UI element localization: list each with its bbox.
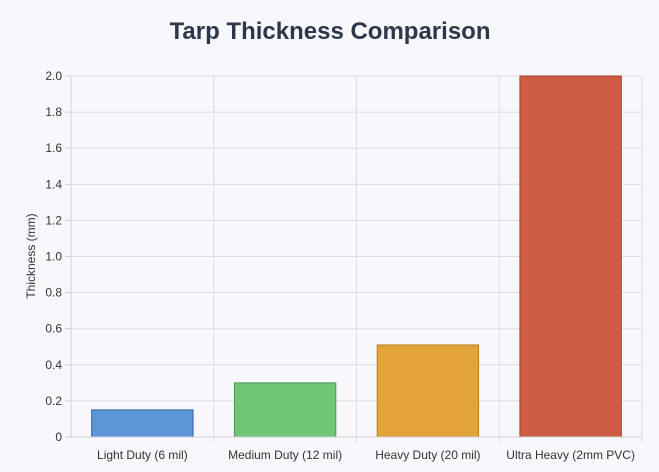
y-tick-label: 1.8 [45, 105, 62, 119]
bar[interactable] [376, 344, 480, 438]
bar[interactable] [91, 409, 194, 438]
x-axis-categories: Light Duty (6 mil) Medium Duty (12 mil) He… [97, 448, 635, 462]
y-axis-ticks: 0 0.2 0.4 0.6 0.8 1.0 1.2 1.4 1.6 1.8 2.0 [45, 69, 62, 444]
y-tick-label: 0.6 [45, 322, 62, 336]
x-category-label: Heavy Duty (20 mil) [375, 448, 480, 462]
bar[interactable] [519, 75, 622, 438]
y-tick-label: 1.6 [45, 141, 62, 155]
y-tick-label: 2.0 [45, 69, 62, 83]
y-axis-title: Thickness (mm) [24, 213, 38, 298]
bar[interactable] [233, 382, 337, 438]
y-tick-label: 0 [55, 430, 62, 444]
y-tick-label: 0.4 [45, 358, 62, 372]
y-tick-label: 1.0 [45, 250, 62, 264]
y-tick-label: 1.4 [45, 177, 62, 191]
chart-title: Tarp Thickness Comparison [170, 18, 491, 45]
y-tick-label: 1.2 [45, 213, 62, 227]
y-tick-label: 0.2 [45, 394, 62, 408]
x-category-label: Ultra Heavy (2mm PVC) [506, 448, 635, 462]
bars [91, 75, 622, 438]
x-category-label: Light Duty (6 mil) [97, 448, 188, 462]
y-tick-label: 0.8 [45, 286, 62, 300]
x-category-label: Medium Duty (12 mil) [228, 448, 342, 462]
